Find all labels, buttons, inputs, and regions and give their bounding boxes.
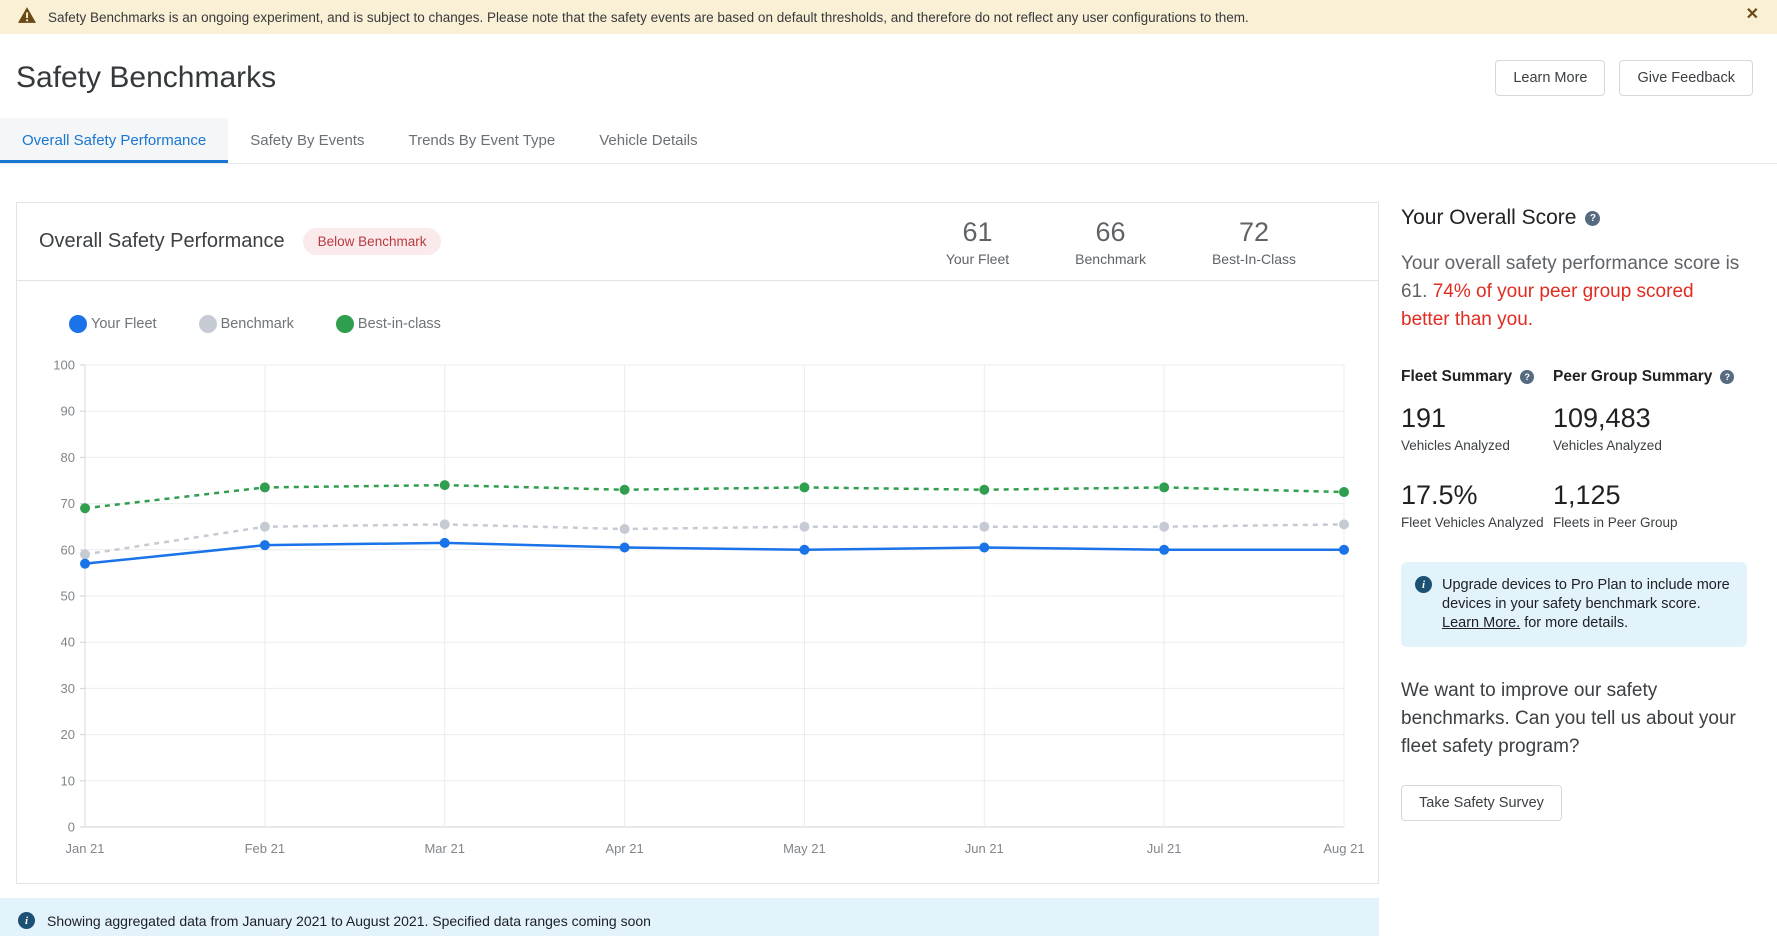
learn-more-button[interactable]: Learn More — [1495, 60, 1605, 96]
tab-trends-by-event-type[interactable]: Trends By Event Type — [386, 118, 577, 163]
take-safety-survey-button[interactable]: Take Safety Survey — [1401, 785, 1562, 821]
tab-overall-safety-performance[interactable]: Overall Safety Performance — [0, 118, 228, 163]
help-icon[interactable]: ? — [1520, 370, 1534, 384]
upgrade-text-post: for more details. — [1520, 615, 1628, 631]
upgrade-learn-more-link[interactable]: Learn More. — [1442, 615, 1520, 631]
legend-label: Your Fleet — [91, 316, 157, 332]
legend-item-best-in-class: Best-in-class — [336, 315, 441, 333]
score-value: 66 — [1075, 217, 1146, 248]
overall-safety-performance-card: Overall Safety Performance Below Benchma… — [16, 202, 1379, 884]
line-chart-svg: 0 10 20 30 40 50 60 70 80 90 100 Jan 21 Feb 21 Mar 21… — [39, 351, 1356, 863]
page-title: Safety Benchmarks — [16, 61, 276, 95]
legend-dot-benchmark — [199, 315, 217, 333]
svg-text:70: 70 — [61, 496, 75, 511]
warning-icon — [18, 7, 36, 28]
peer-vehicles-analyzed-value: 109,483 — [1553, 403, 1747, 434]
svg-text:30: 30 — [61, 681, 75, 696]
svg-text:10: 10 — [61, 773, 75, 788]
info-icon: i — [18, 912, 35, 929]
svg-text:20: 20 — [61, 727, 75, 742]
data-range-text: Showing aggregated data from January 202… — [47, 913, 651, 929]
fleet-vehicles-analyzed-value: 17.5% — [1401, 480, 1553, 511]
survey-prompt-text: We want to improve our safety benchmarks… — [1401, 677, 1747, 761]
fleets-in-peer-group-value: 1,125 — [1553, 480, 1747, 511]
svg-text:May 21: May 21 — [783, 841, 826, 856]
svg-text:100: 100 — [53, 358, 75, 373]
tab-vehicle-details[interactable]: Vehicle Details — [577, 118, 719, 163]
below-benchmark-badge: Below Benchmark — [303, 228, 442, 255]
svg-text:Apr 21: Apr 21 — [605, 841, 643, 856]
svg-text:80: 80 — [61, 450, 75, 465]
score-best-in-class: 72 Best-In-Class — [1212, 217, 1296, 267]
legend-item-your-fleet: Your Fleet — [69, 315, 157, 333]
score-benchmark: 66 Benchmark — [1075, 217, 1146, 267]
svg-text:Jan 21: Jan 21 — [65, 841, 104, 856]
upgrade-text-pre: Upgrade devices to Pro Plan to include m… — [1442, 577, 1730, 612]
fleet-summary: Fleet Summary ? 191 Vehicles Analyzed 17… — [1401, 368, 1553, 530]
help-icon[interactable]: ? — [1720, 370, 1734, 384]
fleet-summary-title: Fleet Summary — [1401, 368, 1512, 386]
score-text-red: 74% of your peer group scored better tha… — [1401, 281, 1694, 330]
info-icon: i — [1415, 576, 1432, 593]
svg-text:0: 0 — [68, 820, 75, 835]
peer-group-summary-title: Peer Group Summary — [1553, 368, 1712, 386]
svg-text:40: 40 — [61, 635, 75, 650]
card-title: Overall Safety Performance — [39, 230, 285, 253]
score-your-fleet: 61 Your Fleet — [946, 217, 1009, 267]
score-value: 61 — [946, 217, 1009, 248]
vehicles-analyzed-value: 191 — [1401, 403, 1553, 434]
score-label: Benchmark — [1075, 251, 1146, 267]
page-header: Safety Benchmarks Learn More Give Feedba… — [0, 34, 1777, 118]
upgrade-pro-plan-note: i Upgrade devices to Pro Plan to include… — [1401, 562, 1747, 647]
experiment-warning-banner: Safety Benchmarks is an ongoing experime… — [0, 0, 1777, 34]
svg-text:Jun 21: Jun 21 — [965, 841, 1004, 856]
svg-text:50: 50 — [61, 589, 75, 604]
svg-text:60: 60 — [61, 542, 75, 557]
tab-safety-by-events[interactable]: Safety By Events — [228, 118, 386, 163]
score-label: Best-In-Class — [1212, 251, 1296, 267]
svg-text:90: 90 — [61, 404, 75, 419]
data-range-info-bar: i Showing aggregated data from January 2… — [0, 898, 1379, 936]
legend-label: Benchmark — [221, 316, 294, 332]
svg-text:Aug 21: Aug 21 — [1323, 841, 1364, 856]
score-label: Your Fleet — [946, 251, 1009, 267]
score-summary-text: Your overall safety performance score is… — [1401, 250, 1747, 334]
legend-item-benchmark: Benchmark — [199, 315, 294, 333]
legend-dot-your-fleet — [69, 315, 87, 333]
svg-text:Jul 21: Jul 21 — [1147, 841, 1182, 856]
legend-dot-best-in-class — [336, 315, 354, 333]
close-icon[interactable]: ✕ — [1746, 7, 1759, 23]
peer-vehicles-analyzed-label: Vehicles Analyzed — [1553, 438, 1747, 453]
fleet-vehicles-analyzed-label: Fleet Vehicles Analyzed — [1401, 515, 1553, 530]
score-value: 72 — [1212, 217, 1296, 248]
fleets-in-peer-group-label: Fleets in Peer Group — [1553, 515, 1747, 530]
svg-text:Mar 21: Mar 21 — [424, 841, 464, 856]
safety-trend-chart: 0 10 20 30 40 50 60 70 80 90 100 Jan 21 Feb 21 Mar 21… — [39, 351, 1356, 863]
give-feedback-button[interactable]: Give Feedback — [1619, 60, 1753, 96]
tab-bar: Overall Safety Performance Safety By Eve… — [0, 118, 1777, 164]
legend-label: Best-in-class — [358, 316, 441, 332]
svg-text:Feb 21: Feb 21 — [245, 841, 285, 856]
chart-legend: Your Fleet Benchmark Best-in-class — [69, 315, 1356, 333]
overall-score-sidebar: Your Overall Score ? Your overall safety… — [1379, 164, 1747, 936]
help-icon[interactable]: ? — [1585, 211, 1600, 226]
sidebar-title: Your Overall Score — [1401, 206, 1576, 230]
peer-group-summary: Peer Group Summary ? 109,483 Vehicles An… — [1553, 368, 1747, 530]
banner-message: Safety Benchmarks is an ongoing experime… — [48, 10, 1249, 25]
vehicles-analyzed-label: Vehicles Analyzed — [1401, 438, 1553, 453]
